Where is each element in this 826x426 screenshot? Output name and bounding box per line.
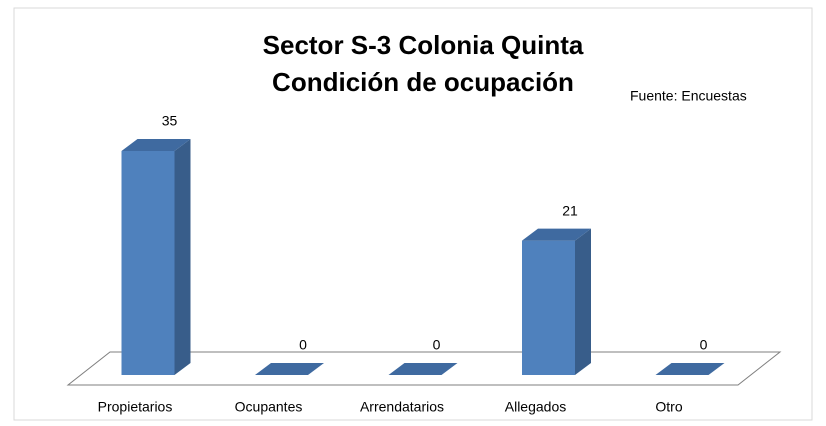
bar-front (522, 240, 575, 375)
bar (121, 139, 191, 375)
bar-side (174, 139, 191, 375)
bar (255, 363, 324, 375)
bar-top (388, 363, 458, 375)
bar-side (575, 228, 591, 375)
annotation: Fuente: Encuestas (630, 88, 747, 104)
bar (522, 228, 591, 375)
bar (388, 363, 458, 375)
chart-border (13, 7, 813, 421)
x-tick-label: Allegados (505, 399, 567, 415)
bar (655, 363, 725, 375)
x-tick-label: Arrendatarios (360, 399, 444, 415)
chart-title: Condición de ocupación (272, 67, 574, 97)
value-label: 35 (162, 113, 178, 129)
value-label: 0 (700, 337, 708, 353)
chart-title: Sector S-3 Colonia Quinta (263, 30, 584, 60)
x-tick-label: Otro (655, 399, 682, 415)
x-tick-label: Ocupantes (235, 399, 303, 415)
value-label: 0 (433, 337, 441, 353)
x-tick-label: Propietarios (98, 399, 173, 415)
value-label: 21 (562, 202, 578, 218)
bar-top (655, 363, 725, 375)
bar-top (522, 228, 591, 241)
bar-top (255, 363, 324, 375)
bar-top (121, 139, 191, 151)
bar-front (121, 151, 175, 375)
value-label: 0 (299, 337, 307, 353)
